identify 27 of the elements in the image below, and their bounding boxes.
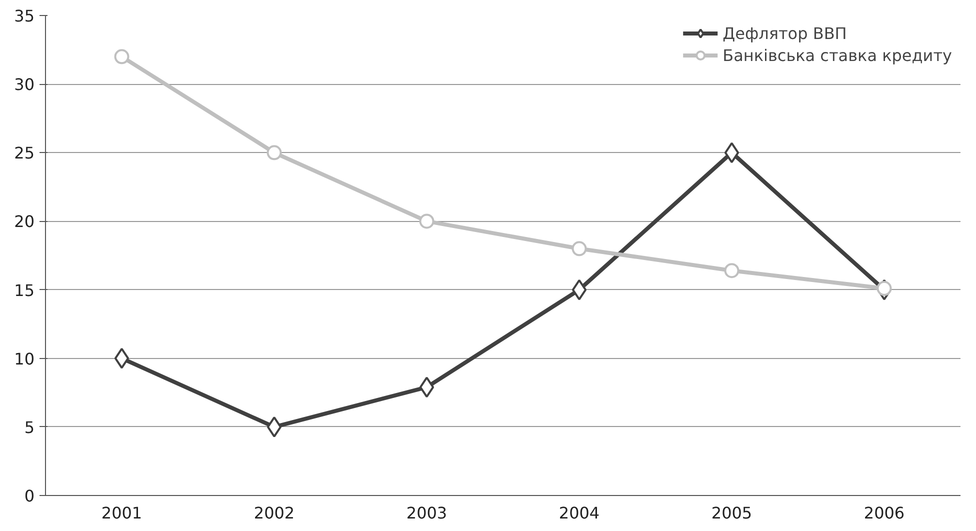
point [266,145,282,160]
point [724,142,740,164]
x-tick-label: 2001 [101,504,142,522]
legend-label: Банківська ставка кредиту [722,46,952,64]
point [876,280,892,296]
x-tick-label: 2003 [406,504,448,522]
y-tick-label: 25 [14,144,34,163]
x-tick-label: 2004 [558,504,600,522]
legend-label: Дефлятор ВВП [722,24,847,42]
point [266,416,282,438]
y-tick-label: 10 [14,349,34,368]
y-tick-label: 30 [14,75,34,94]
y-tick-label: 35 [14,6,34,26]
x-tick-label: 2002 [254,504,295,522]
x-tick-label: 2005 [711,504,752,522]
point [572,241,587,256]
y-tick-label: 0 [24,486,35,506]
point [419,376,434,398]
point [419,214,434,229]
point [114,49,130,64]
y-tick-label: 15 [14,280,34,300]
point [572,279,587,300]
y-tick-label: 20 [14,212,34,232]
x-tick-label: 2006 [864,504,905,522]
point [724,263,740,278]
y-tick-label: 5 [24,418,35,437]
point [114,348,130,369]
